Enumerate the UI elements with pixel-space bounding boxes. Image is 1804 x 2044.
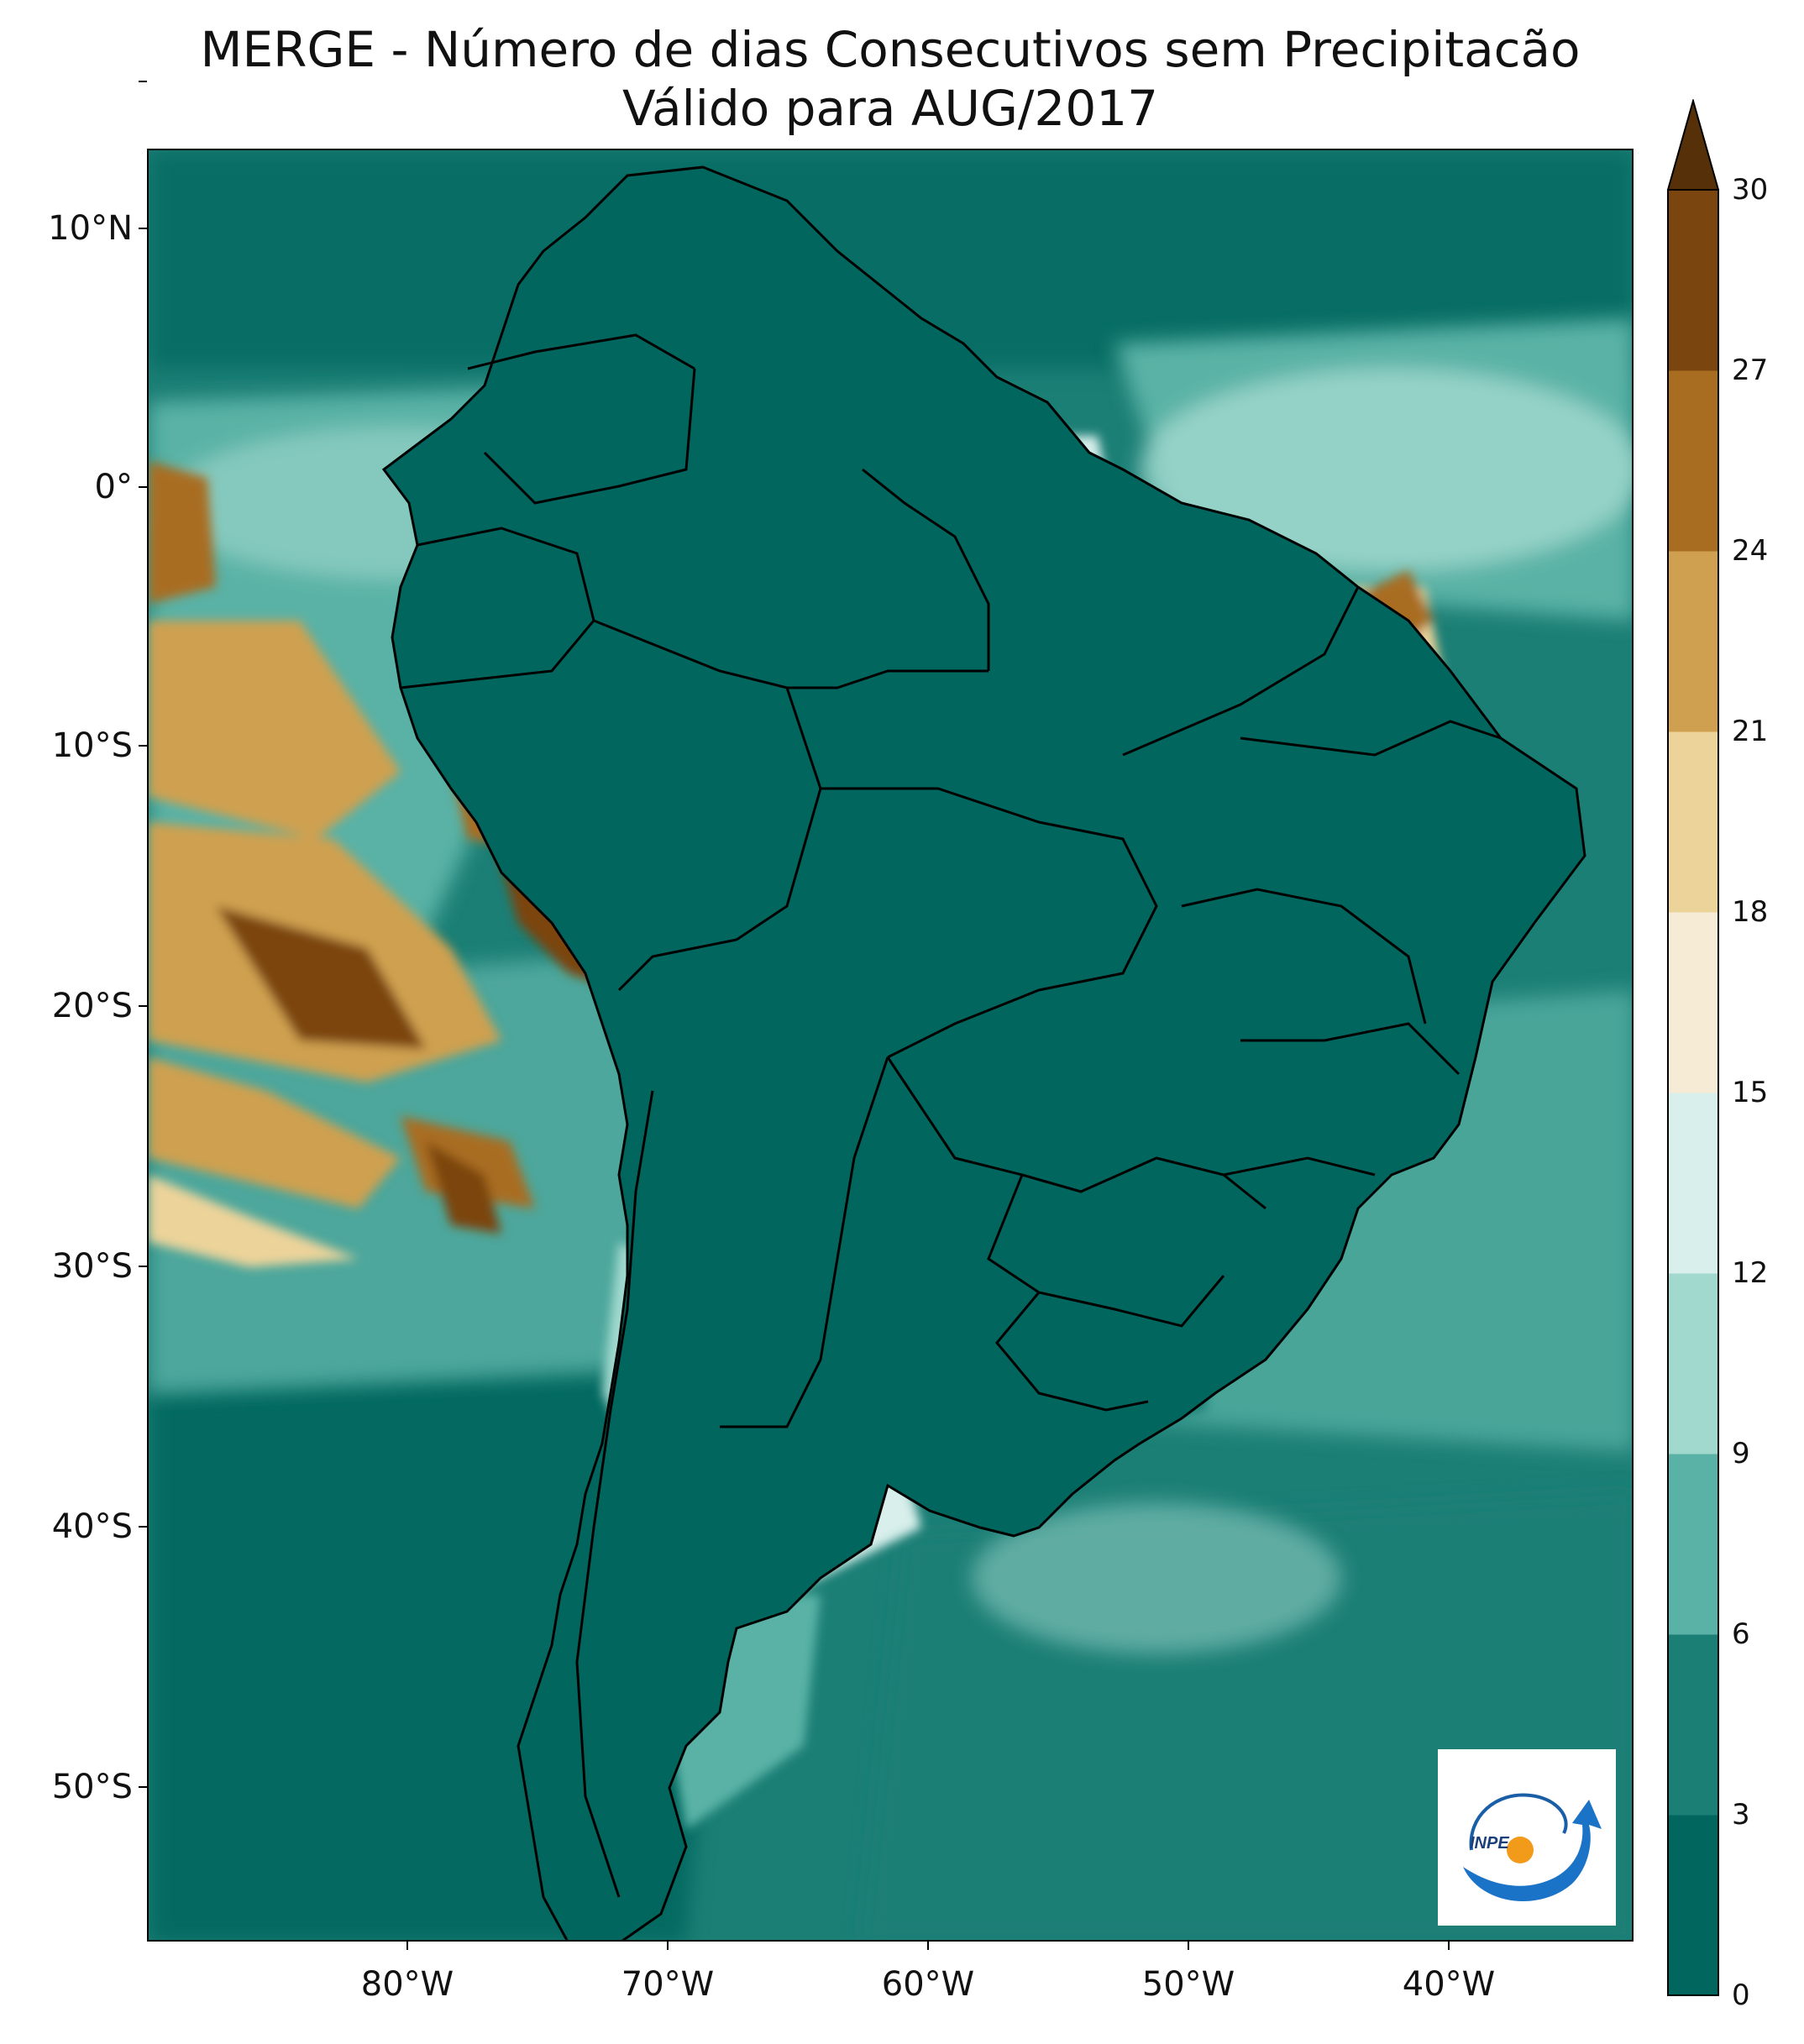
colorbar-label-12: 12 <box>1732 1256 1769 1290</box>
inpe-logo-icon: INPE <box>1463 1793 1602 1902</box>
colorbar-outline <box>1667 189 1719 1996</box>
map-subtitle: Válido para AUG/2017 <box>621 80 1159 137</box>
colorbar-bin <box>1668 1273 1718 1454</box>
colorbar-bin <box>1668 731 1718 913</box>
precipitation-map <box>149 150 1632 1940</box>
map-title: MERGE - Número de dias Consecutivos sem … <box>200 21 1581 78</box>
lon-tick <box>667 1942 669 1950</box>
lat-tick <box>139 486 147 488</box>
colorbar-label-27: 27 <box>1732 354 1769 387</box>
colorbar <box>1667 99 1719 1996</box>
lat-tick <box>139 228 147 229</box>
colorbar-label-9: 9 <box>1732 1437 1750 1470</box>
colorbar-bin <box>1668 190 1718 371</box>
colorbar-bin <box>1668 1093 1718 1274</box>
lat-label-0: 0° <box>94 468 133 506</box>
lat-tick <box>139 745 147 747</box>
lat-tick <box>139 81 147 82</box>
colorbar-label-30: 30 <box>1732 173 1769 207</box>
colorbar-bin <box>1668 1815 1718 1996</box>
map-area <box>147 149 1634 1942</box>
lon-tick <box>927 1942 929 1950</box>
colorbar-bin <box>1668 912 1718 1093</box>
lat-tick <box>139 1266 147 1267</box>
inpe-logo: INPE <box>1438 1749 1616 1926</box>
colorbar-bin <box>1668 1454 1718 1635</box>
colorbar-label-21: 21 <box>1732 715 1769 748</box>
lat-label-40s: 40°S <box>51 1507 133 1546</box>
colorbar-label-6: 6 <box>1732 1617 1750 1651</box>
lat-tick <box>139 1526 147 1528</box>
lat-label-50s: 50°S <box>51 1768 133 1806</box>
lon-tick <box>1188 1942 1189 1950</box>
lon-label-70w: 70°W <box>621 1965 715 2004</box>
colorbar-bin <box>1668 370 1718 552</box>
lon-label-40w: 40°W <box>1402 1965 1496 2004</box>
lat-label-10n: 10°N <box>48 209 133 248</box>
lon-tick <box>406 1942 408 1950</box>
country-borders <box>382 165 1586 1940</box>
lat-label-20s: 20°S <box>51 987 133 1025</box>
lat-tick <box>139 1786 147 1788</box>
lon-label-60w: 60°W <box>881 1965 975 2004</box>
colorbar-label-24: 24 <box>1732 534 1769 568</box>
lon-label-80w: 80°W <box>360 1965 454 2004</box>
colorbar-label-3: 3 <box>1732 1798 1750 1832</box>
colorbar-label-0: 0 <box>1732 1978 1750 2012</box>
lat-label-30s: 30°S <box>51 1247 133 1286</box>
colorbar-extend-arrow <box>1667 99 1719 191</box>
colorbar-label-15: 15 <box>1732 1076 1769 1109</box>
colorbar-bin <box>1668 551 1718 732</box>
lat-label-10s: 10°S <box>51 726 133 765</box>
lon-label-50w: 50°W <box>1141 1965 1235 2004</box>
colorbar-label-18: 18 <box>1732 895 1769 929</box>
colorbar-bin <box>1668 1634 1718 1816</box>
inpe-logo-text: INPE <box>1470 1834 1509 1853</box>
lat-tick <box>139 1005 147 1007</box>
lon-tick <box>1448 1942 1450 1950</box>
